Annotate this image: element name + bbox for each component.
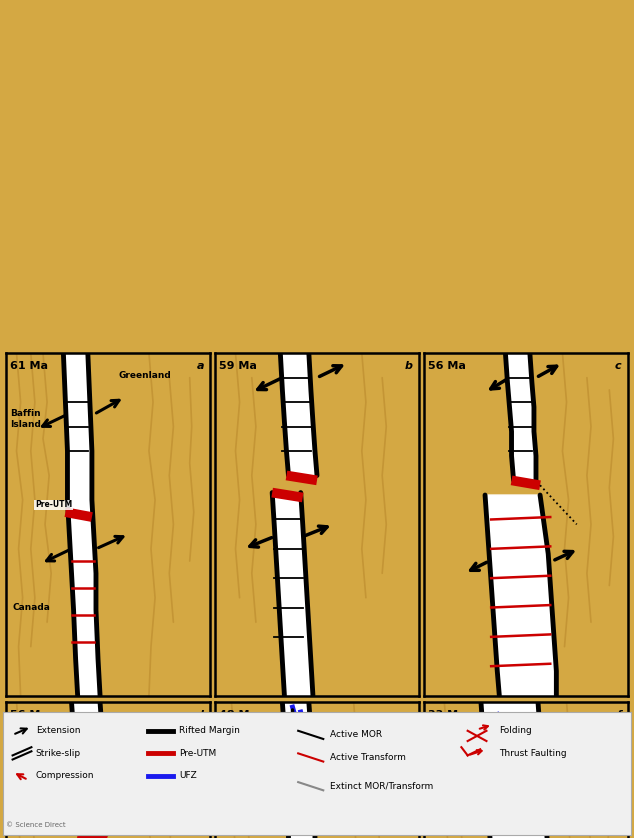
Text: Extinct MOR/Transform: Extinct MOR/Transform bbox=[330, 782, 433, 791]
Text: e: e bbox=[405, 710, 413, 720]
Polygon shape bbox=[481, 702, 560, 838]
Text: Active MOR: Active MOR bbox=[330, 731, 382, 739]
Text: Extension: Extension bbox=[36, 727, 81, 735]
Polygon shape bbox=[485, 495, 557, 696]
Text: 59 Ma: 59 Ma bbox=[219, 360, 257, 370]
Text: UFZ: UFZ bbox=[179, 772, 197, 780]
Text: 56 Ma: 56 Ma bbox=[428, 360, 466, 370]
Text: Strike-slip: Strike-slip bbox=[36, 749, 81, 758]
Text: 33 Ma: 33 Ma bbox=[428, 710, 465, 720]
Text: Baffin
Island: Baffin Island bbox=[10, 409, 41, 428]
Polygon shape bbox=[282, 702, 315, 838]
Text: a: a bbox=[197, 360, 204, 370]
Text: UFZ: UFZ bbox=[319, 758, 332, 778]
Text: Rifted Margin: Rifted Margin bbox=[179, 727, 240, 735]
Text: c: c bbox=[615, 360, 621, 370]
Text: 56 Ma: 56 Ma bbox=[10, 710, 48, 720]
Polygon shape bbox=[72, 702, 106, 835]
Text: Compression: Compression bbox=[36, 772, 94, 780]
Text: © Science Direct: © Science Direct bbox=[6, 822, 66, 828]
Polygon shape bbox=[280, 354, 317, 475]
Text: Canada: Canada bbox=[13, 603, 50, 612]
Text: 48 Ma: 48 Ma bbox=[219, 710, 257, 720]
Polygon shape bbox=[63, 354, 100, 696]
Polygon shape bbox=[272, 493, 313, 696]
Polygon shape bbox=[505, 354, 536, 480]
Text: 61 Ma: 61 Ma bbox=[10, 360, 48, 370]
Text: Greenland: Greenland bbox=[119, 370, 171, 380]
Text: Folding: Folding bbox=[499, 727, 532, 735]
Text: Thrust Faulting: Thrust Faulting bbox=[499, 749, 567, 758]
Text: Pre-UTM: Pre-UTM bbox=[179, 749, 216, 758]
Text: b: b bbox=[404, 360, 413, 370]
Text: Pre-UTM: Pre-UTM bbox=[35, 500, 72, 510]
Text: d: d bbox=[196, 710, 204, 720]
Text: Active Transform: Active Transform bbox=[330, 753, 405, 762]
Text: f: f bbox=[617, 710, 621, 720]
